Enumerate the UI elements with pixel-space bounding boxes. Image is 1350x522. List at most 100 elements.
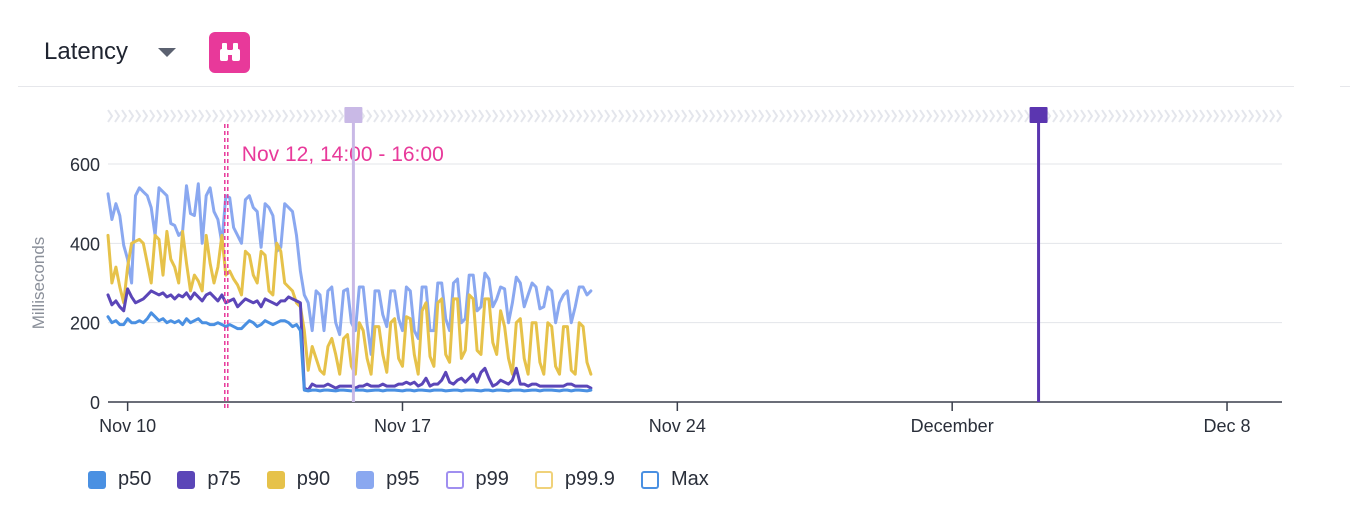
band-chevron: [989, 109, 996, 123]
band-chevron: [1206, 109, 1213, 123]
band-chevron: [1185, 109, 1192, 123]
band-chevron: [548, 109, 555, 123]
band-chevron: [681, 109, 688, 123]
band-chevron: [933, 109, 940, 123]
band-chevron: [114, 109, 121, 123]
band-chevron: [1150, 109, 1157, 123]
band-chevron: [422, 109, 429, 123]
band-chevron: [744, 109, 751, 123]
band-chevron: [996, 109, 1003, 123]
band-chevron: [905, 109, 912, 123]
band-chevron: [107, 109, 114, 123]
band-chevron: [891, 109, 898, 123]
legend-swatch: [266, 470, 285, 489]
band-chevron: [1024, 109, 1031, 123]
band-chevron: [387, 109, 394, 123]
series-line-p95: [106, 182, 593, 356]
time-band: [107, 109, 1283, 123]
band-chevron: [485, 109, 492, 123]
band-chevron: [779, 109, 786, 123]
band-chevron: [1017, 109, 1024, 123]
header-divider: [18, 86, 1294, 87]
band-chevron: [716, 109, 723, 123]
legend-item-max[interactable]: Max: [640, 468, 709, 491]
band-chevron: [478, 109, 485, 123]
band-chevron: [121, 109, 128, 123]
legend-swatch: [356, 470, 375, 489]
band-chevron: [863, 109, 870, 123]
binoculars-button[interactable]: [209, 31, 251, 73]
band-chevron: [807, 109, 814, 123]
band-chevron: [695, 109, 702, 123]
band-chevron: [128, 109, 135, 123]
band-chevron: [1227, 109, 1234, 123]
legend-label: p99.9: [564, 468, 615, 490]
band-chevron: [149, 109, 156, 123]
band-chevron: [793, 109, 800, 123]
band-chevron: [1073, 109, 1080, 123]
widget-header: Latency: [44, 28, 251, 76]
band-chevron: [268, 109, 275, 123]
band-chevron: [408, 109, 415, 123]
band-chevron: [1122, 109, 1129, 123]
band-chevron: [373, 109, 380, 123]
band-chevron: [492, 109, 499, 123]
band-chevron: [156, 109, 163, 123]
band-chevron: [443, 109, 450, 123]
band-chevron: [471, 109, 478, 123]
band-chevron: [212, 109, 219, 123]
x-tick-label: Nov 10: [99, 416, 156, 436]
band-chevron: [730, 109, 737, 123]
band-chevron: [1220, 109, 1227, 123]
legend-item-p90[interactable]: p90: [266, 468, 331, 491]
band-chevron: [898, 109, 905, 123]
band-chevron: [604, 109, 611, 123]
band-chevron: [534, 109, 541, 123]
band-chevron: [688, 109, 695, 123]
header-divider-right: [1340, 86, 1350, 87]
band-chevron: [261, 109, 268, 123]
series-line-p90: [106, 229, 593, 376]
band-chevron: [520, 109, 527, 123]
x-tick-label: December: [911, 416, 994, 436]
band-chevron: [1171, 109, 1178, 123]
y-axis-label: Milliseconds: [29, 237, 48, 330]
annotation-label: Nov 12, 14:00 - 16:00: [242, 143, 444, 166]
y-tick-label: 0: [90, 393, 100, 413]
legend-label: p50: [118, 468, 152, 490]
y-tick-label: 600: [70, 155, 100, 175]
band-chevron: [464, 109, 471, 123]
band-chevron: [1108, 109, 1115, 123]
band-chevron: [1094, 109, 1101, 123]
legend-item-p75[interactable]: p75: [177, 468, 241, 491]
band-chevron: [814, 109, 821, 123]
band-chevron: [240, 109, 247, 123]
chevron-down-icon[interactable]: [158, 47, 177, 57]
band-chevron: [317, 109, 324, 123]
band-chevron: [667, 109, 674, 123]
legend-item-p99[interactable]: p99: [445, 468, 509, 491]
band-chevron: [135, 109, 142, 123]
band-chevron: [1192, 109, 1199, 123]
band-chevron: [849, 109, 856, 123]
band-chevron: [1164, 109, 1171, 123]
band-chevron: [583, 109, 590, 123]
band-chevron: [506, 109, 513, 123]
legend-label: p90: [296, 468, 331, 490]
event-marker-handle[interactable]: [1029, 107, 1048, 123]
band-chevron: [191, 109, 198, 123]
event-marker-handle[interactable]: [344, 107, 363, 123]
band-chevron: [569, 109, 576, 123]
band-chevron: [1010, 109, 1017, 123]
band-chevron: [800, 109, 807, 123]
legend-item-p50[interactable]: p50: [88, 468, 151, 491]
band-chevron: [597, 109, 604, 123]
band-chevron: [751, 109, 758, 123]
latency-chart[interactable]: 0 200 400 600 Milliseconds Nov 10 Nov 17 Nov 24…: [0, 0, 1350, 460]
legend-item-p95[interactable]: p95: [356, 468, 420, 491]
band-chevron: [1129, 109, 1136, 123]
band-chevron: [975, 109, 982, 123]
band-chevron: [324, 109, 331, 123]
legend-item-p99-9[interactable]: p99.9: [534, 468, 615, 491]
band-chevron: [205, 109, 212, 123]
